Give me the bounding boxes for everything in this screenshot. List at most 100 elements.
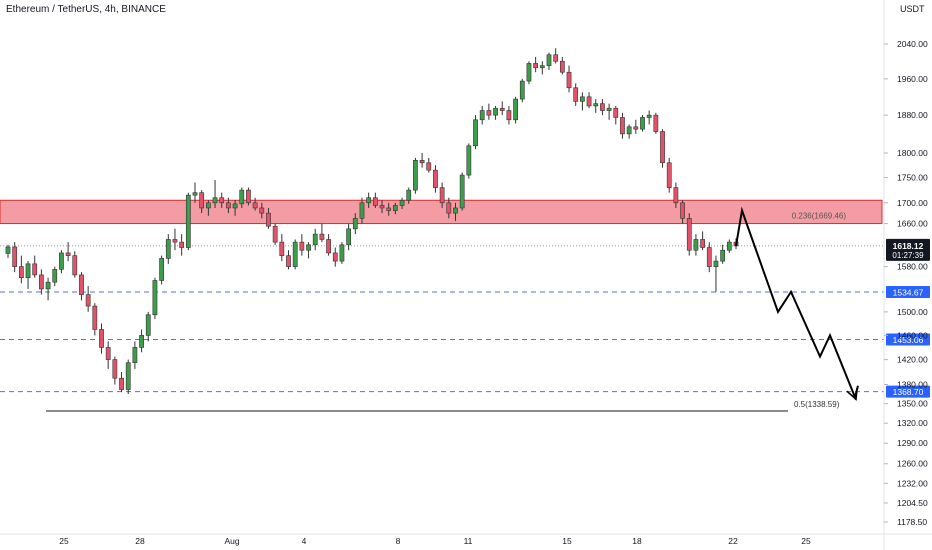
projection-path [735, 206, 859, 401]
candle [39, 274, 44, 290]
price-tick-label: 1700.00 [897, 198, 928, 208]
price-tick-label: 1350.00 [897, 399, 928, 409]
candle [646, 114, 652, 118]
candle [573, 87, 579, 102]
candle [359, 202, 365, 219]
candle [279, 241, 285, 256]
candle [580, 96, 585, 102]
candle [212, 197, 218, 204]
candle [12, 246, 18, 267]
level-badge-2 [886, 333, 930, 346]
candle [259, 207, 265, 214]
candle [92, 305, 98, 330]
candle [145, 314, 151, 336]
candle [152, 280, 158, 316]
candle [633, 126, 639, 130]
time-tick-label: 15 [562, 536, 572, 546]
candle [159, 258, 164, 281]
last-price-value: 1618.12 [893, 241, 924, 251]
candle [172, 239, 178, 243]
price-tick-label: 1204.50 [897, 498, 928, 508]
candle [693, 239, 699, 251]
last-price-badge [886, 238, 930, 261]
level-badge-label-2: 1453.06 [893, 335, 924, 345]
candle [446, 202, 452, 214]
candle [600, 103, 605, 111]
candle [272, 225, 278, 243]
candle [299, 241, 305, 251]
candle [99, 329, 104, 348]
time-tick-label: 25 [59, 536, 69, 546]
time-tick-label: 22 [728, 536, 738, 546]
candle [439, 187, 445, 204]
projection-layer [735, 206, 859, 401]
candle [366, 197, 372, 204]
candle [533, 63, 539, 69]
time-axis[interactable]: 25 28 Aug 4 8 11 15 18 22 25 [0, 533, 932, 546]
candle [640, 117, 645, 130]
candle [326, 239, 331, 254]
level-badge-1 [886, 285, 930, 298]
candle [620, 117, 625, 135]
candle [312, 233, 318, 246]
candle [713, 260, 719, 267]
price-tick-label: 1178.50 [897, 517, 927, 527]
price-tick-label: 1880.00 [897, 110, 928, 120]
candle [606, 107, 612, 111]
candle [239, 189, 245, 205]
candle [292, 241, 298, 267]
candle [18, 266, 24, 278]
candle [379, 205, 385, 209]
candle [319, 233, 325, 240]
time-tick-label: 18 [632, 536, 642, 546]
candle [513, 98, 518, 121]
price-axis[interactable]: 1534.67 1453.06 1368.70 2040.00 1960.00 1880.… [883, 0, 930, 550]
candle [306, 244, 311, 251]
candle [246, 189, 251, 204]
price-tick-label: 1800.00 [897, 148, 928, 158]
price-tick-label: 1960.00 [897, 74, 928, 84]
price-tick-label: 2040.00 [897, 39, 928, 49]
candle [65, 252, 71, 256]
price-tick-label: 1580.00 [897, 262, 928, 272]
candles-layer [5, 48, 739, 395]
candle [192, 192, 198, 196]
price-tick-label: 1420.00 [897, 355, 928, 365]
time-tick-label: 4 [302, 536, 307, 546]
candle [185, 194, 191, 248]
candle [386, 207, 392, 211]
candle [473, 119, 478, 147]
last-price-countdown: 01:27:39 [892, 251, 924, 260]
candle [339, 244, 345, 262]
candle [286, 255, 291, 267]
candle [252, 202, 258, 209]
time-tick-label: 8 [396, 536, 401, 546]
time-tick-label: 11 [464, 536, 473, 546]
candle [199, 192, 205, 209]
candle [79, 274, 84, 295]
candle [413, 160, 418, 191]
candle [593, 103, 599, 107]
candle [119, 377, 124, 390]
candle [706, 247, 712, 267]
candle [453, 207, 458, 214]
candle [352, 218, 358, 230]
price-tick-label: 1660.00 [897, 219, 928, 229]
candle [179, 241, 185, 248]
price-tick-label: 1500.00 [897, 307, 928, 317]
candle [653, 114, 659, 132]
time-tick-label: Aug [224, 536, 239, 546]
candle [219, 197, 225, 204]
candle [419, 160, 425, 164]
candle [660, 131, 665, 164]
candle [546, 54, 552, 66]
candle [125, 362, 131, 390]
price-tick-label: 1260.00 [897, 459, 928, 469]
level-badge-label-3: 1368.70 [893, 387, 924, 397]
candle [139, 335, 144, 348]
candle [112, 359, 118, 379]
level-badge-label-1: 1534.67 [893, 287, 924, 297]
price-tick-label: 1232.00 [897, 478, 928, 488]
candle [52, 269, 58, 283]
